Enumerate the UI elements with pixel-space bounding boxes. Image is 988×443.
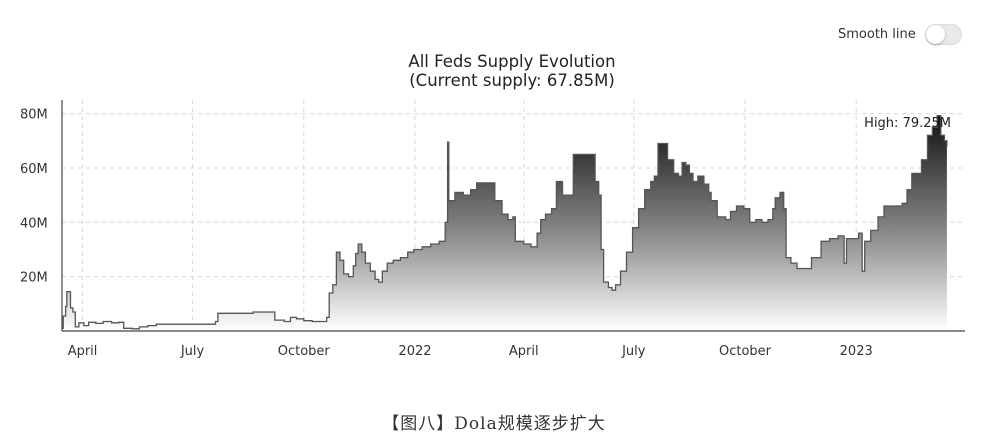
axes <box>61 100 965 332</box>
chart-title-line1: All Feds Supply Evolution <box>408 52 616 71</box>
x-tick-label: October <box>719 344 772 359</box>
chart-panel: All Feds Supply Evolution (Current suppl… <box>20 24 965 359</box>
y-tick-label: 80M <box>20 108 48 123</box>
supply-area <box>62 115 947 331</box>
x-tick-label: July <box>180 344 205 359</box>
x-tick-label: October <box>278 344 331 359</box>
y-tick-label: 20M <box>20 271 48 286</box>
smooth-line-toggle[interactable]: Smooth line <box>838 24 962 45</box>
smooth-line-label: Smooth line <box>838 27 916 42</box>
chart-title-line2: (Current supply: 67.85M) <box>409 71 615 90</box>
chart-title: All Feds Supply Evolution (Current suppl… <box>300 52 724 90</box>
y-tick-label: 60M <box>20 162 48 177</box>
y-tick-label: 40M <box>20 216 48 231</box>
figure-caption: 【图八】Dola规模逐步扩大 <box>382 414 606 434</box>
x-tick-label: 2023 <box>840 344 873 359</box>
x-tick-label: 2022 <box>398 344 431 359</box>
x-tick-label: April <box>68 344 98 359</box>
x-tick-label: July <box>621 344 646 359</box>
toggle-knob <box>925 25 945 44</box>
supply-line <box>62 114 948 330</box>
high-annotation: High: 79.25M <box>864 116 951 131</box>
toggle-switch[interactable] <box>924 24 962 45</box>
x-tick-label: April <box>509 344 539 359</box>
supply-chart: 20M 40M 60M 80M April July October 2022 April Jul… <box>20 100 965 359</box>
